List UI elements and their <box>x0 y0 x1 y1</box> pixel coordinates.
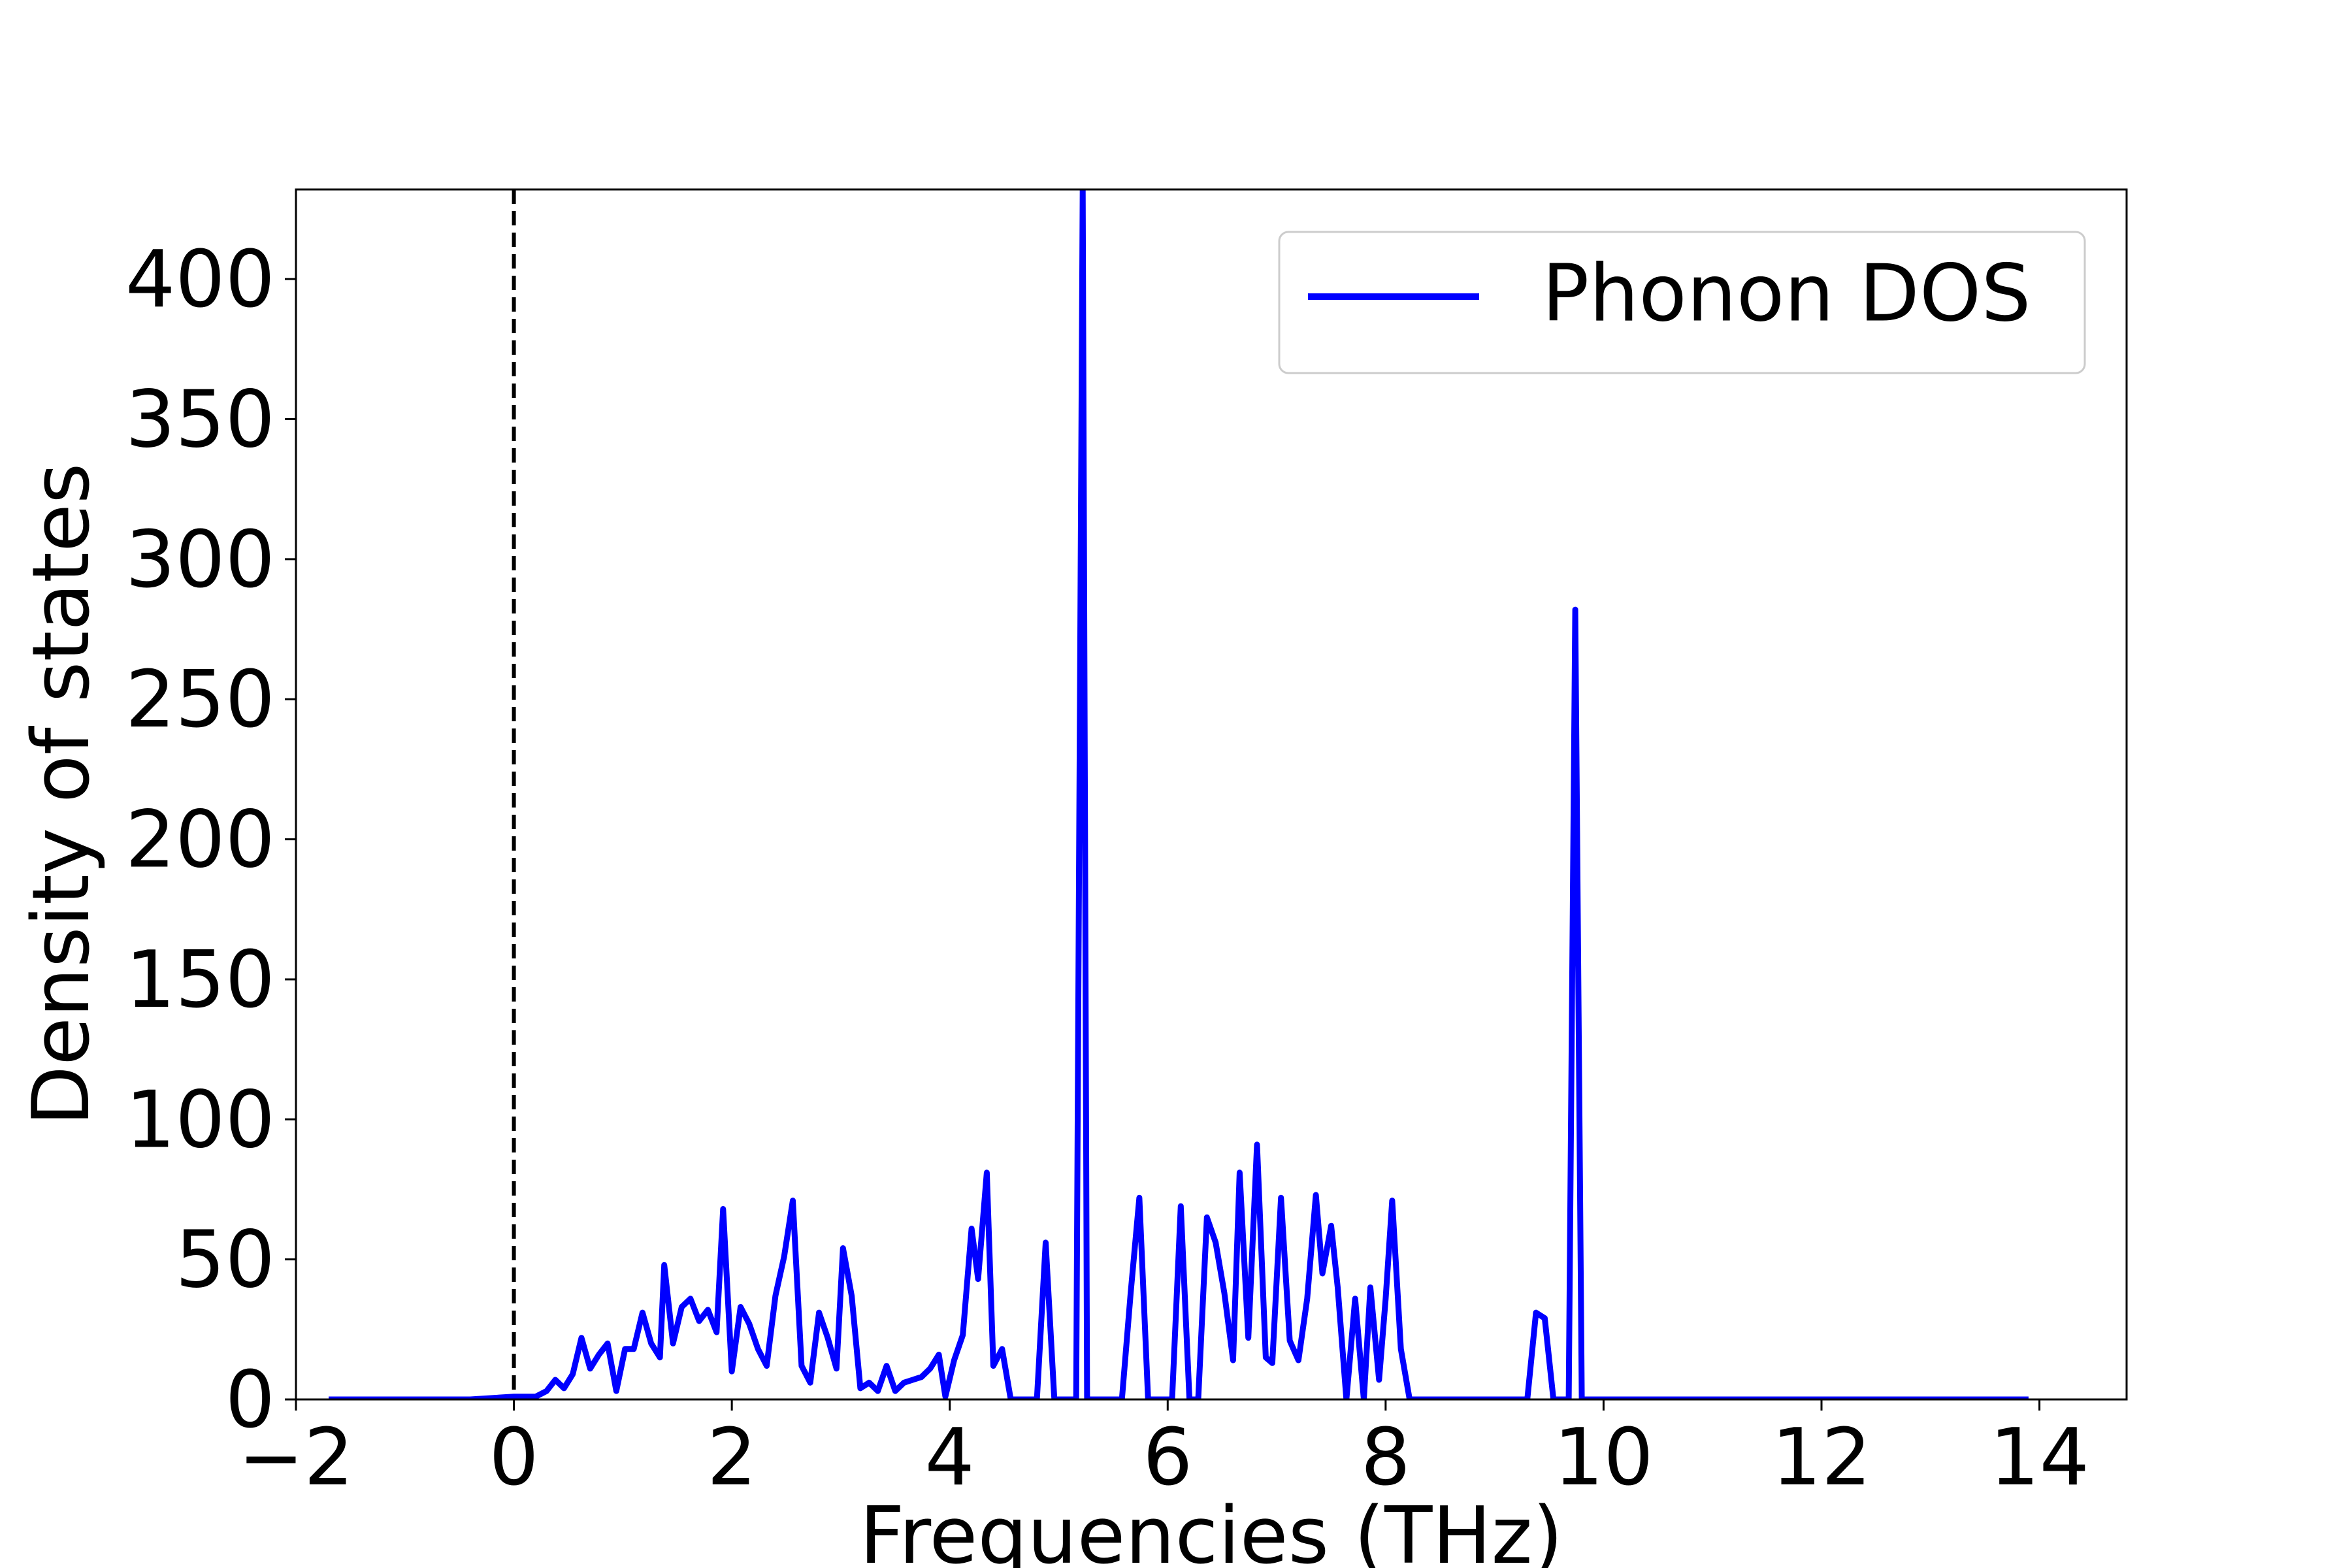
y-tick-label: 200 <box>125 795 275 886</box>
x-tick-label: 12 <box>1772 1413 1872 1503</box>
plot-frame <box>295 188 2128 1401</box>
y-axis-label: Density of states <box>16 463 107 1126</box>
legend: Phonon DOS <box>1278 231 2086 374</box>
x-tick-label: 14 <box>1989 1413 2089 1503</box>
y-tick-label: 50 <box>175 1215 275 1306</box>
y-tick-label: 350 <box>125 375 275 466</box>
series-line-0 <box>329 189 2029 1399</box>
x-tick-label: −2 <box>238 1413 354 1503</box>
x-tick-label: 0 <box>489 1413 538 1503</box>
y-tick-label: 300 <box>125 515 275 606</box>
plot-layer <box>329 189 2029 1399</box>
y-tick-label: 400 <box>125 235 275 325</box>
legend-label-phonon-dos: Phonon DOS <box>1542 249 2031 340</box>
x-axis-label: Frequencies (THz) <box>860 1491 1563 1568</box>
y-tick-label: 250 <box>125 655 275 745</box>
y-tick-label: 0 <box>225 1355 275 1446</box>
x-tick-label: 10 <box>1554 1413 1654 1503</box>
x-axis-ticks: −2 0 2 4 6 8 10 12 14 <box>238 1399 2089 1503</box>
y-tick-label: 150 <box>125 935 275 1026</box>
legend-box <box>1278 231 2086 374</box>
y-tick-label: 100 <box>125 1075 275 1166</box>
x-tick-label: 8 <box>1361 1413 1411 1503</box>
x-tick-label: 4 <box>925 1413 975 1503</box>
x-tick-label: 2 <box>707 1413 757 1503</box>
x-tick-label: 6 <box>1143 1413 1192 1503</box>
y-axis-ticks: 0 50 100 150 200 250 300 350 400 <box>125 235 296 1446</box>
